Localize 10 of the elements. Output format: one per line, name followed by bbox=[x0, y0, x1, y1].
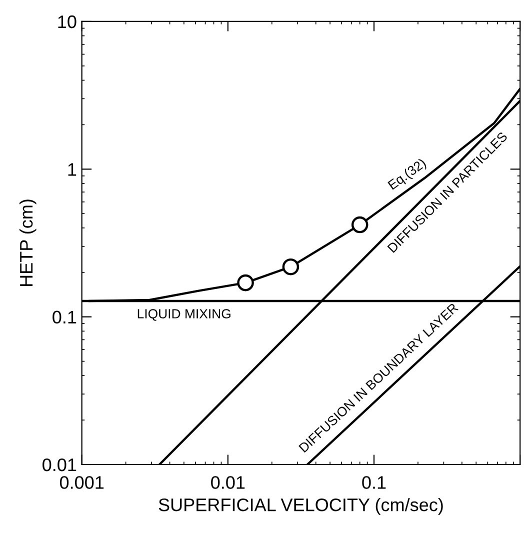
x-tick-label: 0.001 bbox=[60, 476, 104, 489]
y-tick-label: 0.1 bbox=[52, 310, 76, 324]
y-tick-label: 10 bbox=[58, 15, 76, 28]
x-tick-label: 0.01 bbox=[211, 476, 245, 489]
series-label: LIQUID MIXING bbox=[138, 309, 230, 321]
y-tick-label: 0.01 bbox=[42, 458, 76, 472]
x-tick-label: 0.1 bbox=[362, 476, 386, 489]
x-axis-title: SUPERFICIAL VELOCITY (cm/sec) bbox=[158, 498, 443, 515]
y-axis-title: HETP (cm) bbox=[19, 200, 36, 286]
y-tick-label: 1 bbox=[68, 163, 76, 176]
